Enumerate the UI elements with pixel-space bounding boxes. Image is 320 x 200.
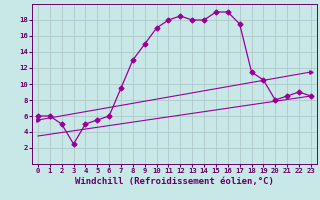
X-axis label: Windchill (Refroidissement éolien,°C): Windchill (Refroidissement éolien,°C) bbox=[75, 177, 274, 186]
